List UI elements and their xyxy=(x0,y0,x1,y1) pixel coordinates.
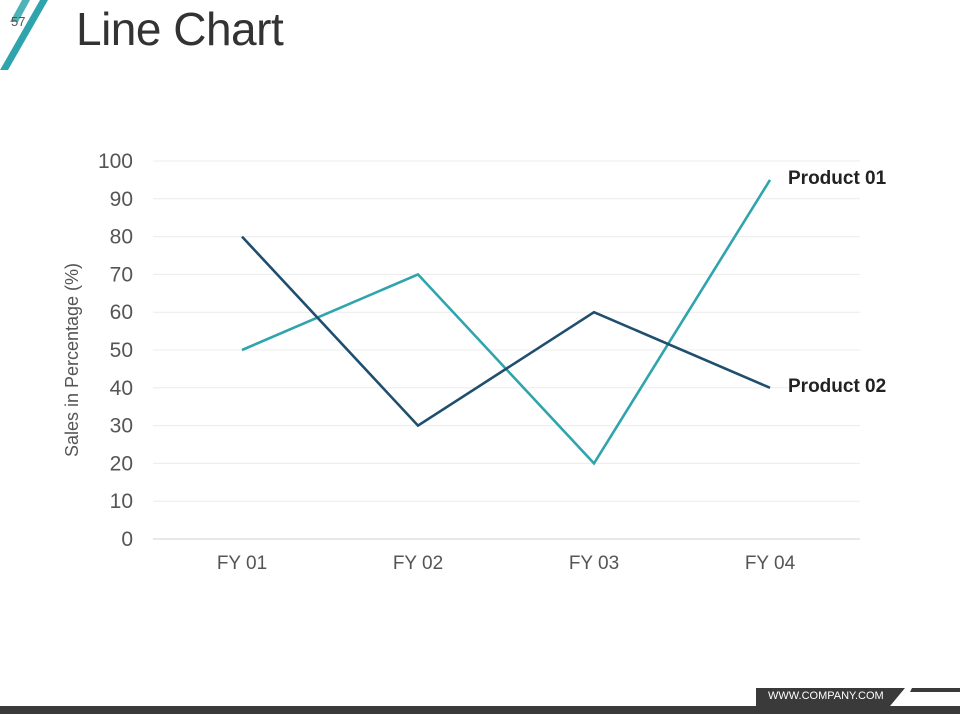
x-tick-label: FY 03 xyxy=(569,553,619,574)
y-tick-label: 20 xyxy=(110,452,133,475)
x-tick-label: FY 04 xyxy=(745,553,796,574)
series-label-1: Product 01 xyxy=(788,168,887,189)
x-tick-label: FY 01 xyxy=(217,553,267,574)
grid-lines xyxy=(153,160,860,540)
y-axis-label: Sales in Percentage (%) xyxy=(62,263,82,457)
x-tick-labels: FY 01 FY 02 FY 03 FY 04 xyxy=(217,553,796,574)
x-tick-label: FY 02 xyxy=(393,553,443,574)
series-lines xyxy=(241,179,772,466)
slide-number: 57 xyxy=(11,14,26,29)
series-label-2: Product 02 xyxy=(788,376,886,397)
footer-bar xyxy=(0,706,960,714)
y-tick-label: 90 xyxy=(110,188,133,211)
page-title: Line Chart xyxy=(76,3,284,55)
y-tick-label: 0 xyxy=(121,528,133,551)
y-tick-label: 100 xyxy=(98,150,133,173)
y-tick-label: 40 xyxy=(110,377,133,400)
y-tick-label: 60 xyxy=(110,301,133,324)
y-tick-label: 80 xyxy=(110,226,133,249)
y-tick-labels: 0 10 20 30 40 50 60 70 80 90 100 xyxy=(98,150,133,551)
footer-url: WWW.COMPANY.COM xyxy=(768,690,884,702)
y-tick-label: 30 xyxy=(110,415,133,438)
y-tick-label: 50 xyxy=(110,339,133,362)
decorative-slash-icon xyxy=(0,0,48,70)
y-tick-label: 70 xyxy=(110,263,133,286)
series-line-2 xyxy=(241,235,771,428)
series-labels: Product 01 Product 02 xyxy=(788,168,887,397)
y-tick-label: 10 xyxy=(110,490,133,513)
